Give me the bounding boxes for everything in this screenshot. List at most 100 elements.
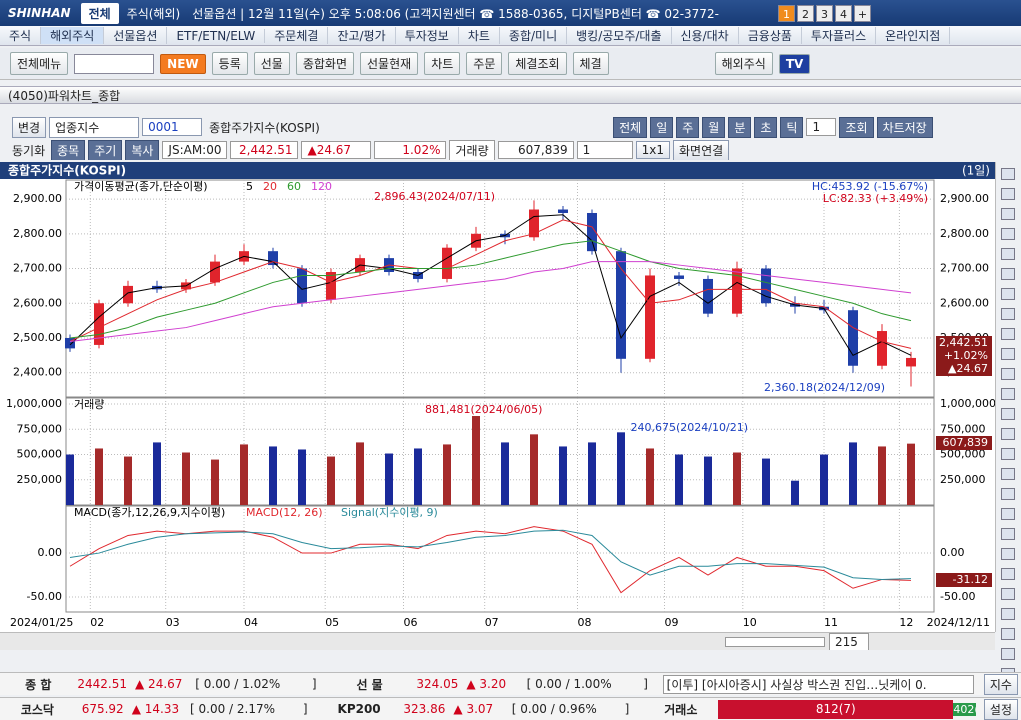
tool-icon[interactable] [1001,508,1015,520]
toolbar-button[interactable]: 차트 [424,52,461,75]
screen-button[interactable]: 1 [778,4,795,22]
tool-icon[interactable] [1001,468,1015,480]
toolbar-button[interactable]: NEW [160,53,206,74]
screen-button[interactable]: + [854,4,871,22]
tool-icon[interactable] [1001,648,1015,660]
tab[interactable]: 전체 [80,2,119,24]
menu-item[interactable]: 차트 [459,27,500,44]
layout-button[interactable]: 1x1 [635,141,670,159]
toolbar-button[interactable]: 선물 [253,52,290,75]
sync-button[interactable]: 복사 [125,140,160,160]
toolbar-button[interactable]: 선물현재 [360,52,419,75]
bar-count[interactable]: 215 [829,633,869,650]
toolbar-button[interactable]: 체결조회 [508,52,567,75]
period-button[interactable]: 초 [754,116,778,138]
tool-icon[interactable] [1001,448,1015,460]
volume-bar [211,459,219,505]
tool-icon[interactable] [1001,268,1015,280]
settings-button[interactable]: 설정 [983,698,1019,720]
news-ticker[interactable]: [이투] [아시아증시] 사실상 박스권 진입…닛케이 0. [662,674,974,694]
sync-button[interactable]: 주기 [88,140,123,160]
toolbar-button[interactable]: TV [778,53,811,74]
tool-icon[interactable] [1001,308,1015,320]
toolbar-button[interactable]: 종합화면 [295,52,355,75]
tool-icon[interactable] [1001,188,1015,200]
screen-button[interactable]: 4 [835,4,852,22]
sync-button[interactable]: 종목 [51,140,86,160]
annotation: 2,360.18(2024/12/09) [764,381,885,394]
volume-bar [385,453,393,505]
change-button[interactable]: 변경 [12,116,47,138]
query-button[interactable]: 조회 [839,116,874,138]
tool-icon[interactable] [1001,328,1015,340]
tool-icon[interactable] [1001,388,1015,400]
menu-item[interactable]: 투자정보 [396,27,459,44]
save-button[interactable]: 차트저장 [876,116,933,138]
tool-icon[interactable] [1001,248,1015,260]
menu-item[interactable]: 온라인지점 [876,27,951,44]
toolbar-button[interactable]: 등록 [211,52,248,75]
tool-icon[interactable] [1001,608,1015,620]
period-button[interactable]: 틱 [780,116,804,138]
menu-item[interactable]: 투자플러스 [802,27,877,44]
menu-item[interactable]: 금융상품 [739,27,802,44]
period-button[interactable]: 주 [676,116,700,138]
period-button[interactable]: 일 [650,116,674,138]
tool-icon[interactable] [1001,228,1015,240]
volume-bar [356,442,364,505]
count-select[interactable]: 1 [576,141,633,159]
index-button[interactable]: 지수 [983,673,1018,695]
menu-item[interactable]: 종합/미니 [500,27,568,44]
menu-item[interactable]: 주식 [0,27,42,44]
tool-icon[interactable] [1001,568,1015,580]
link-button[interactable]: 화면연결 [672,140,730,160]
legend-entry: 120 [311,180,332,193]
market-select[interactable]: 업종지수 [49,116,140,138]
tool-icon[interactable] [1001,588,1015,600]
toolbar-button[interactable]: 체결 [572,52,609,75]
tool-icon[interactable] [1001,628,1015,640]
toolbar-button[interactable]: 해외주식 [714,52,773,75]
menu-item[interactable]: ETF/ETN/ELW [167,28,266,43]
menu-item[interactable]: 선물옵션 [104,27,168,44]
tab[interactable]: 주식(해외) [126,6,181,21]
tool-icon[interactable] [1001,428,1015,440]
current-value: 2,442.51 [939,336,988,349]
tool-icon[interactable] [1001,208,1015,220]
tool-icon[interactable] [1001,548,1015,560]
y-tick-label: 2,700.00 [13,262,62,275]
tool-icon[interactable] [1001,528,1015,540]
toolbar-button[interactable]: 전체메뉴 [10,52,69,75]
period-button[interactable]: 분 [728,116,752,138]
period-button[interactable]: 전체 [613,116,648,138]
price-field: 2,442.51 [230,141,299,159]
menu-item[interactable]: 해외주식 [41,27,105,44]
count-input[interactable]: 1 [806,118,837,136]
tool-icon[interactable] [1001,168,1015,180]
tool-icon[interactable] [1001,288,1015,300]
candle-body [558,209,568,213]
y-tick-label: 1,000,000 [6,397,62,410]
y-tick-label: 2,800.00 [940,227,989,240]
menu-item[interactable]: 신용/대차 [672,27,739,44]
ticker-row: 종 합 2442.51 ▲ 24.67 [ 0.00 / 1.02% ] 선 물… [0,672,1021,695]
period-button[interactable]: 월 [702,116,726,138]
chart: 종합주가지수(KOSPI)(1일)2,400.002,400.002,500.0… [0,162,996,629]
decline-bar: 402(0 [953,702,976,716]
menu-item[interactable]: 뱅킹/공모주/대출 [567,27,672,44]
tool-icon[interactable] [1001,368,1015,380]
toolbar-button[interactable]: 주문 [466,52,503,75]
current-value: +1.02% [944,349,988,362]
tool-icon[interactable] [1001,488,1015,500]
tool-icon[interactable] [1001,348,1015,360]
menu-item[interactable]: 잔고/평가 [328,27,396,44]
screen-button[interactable]: 2 [797,4,814,22]
tool-icon[interactable] [1001,408,1015,420]
menu-search[interactable] [74,53,155,74]
code-input[interactable]: 0001 [142,118,203,136]
menu-item[interactable]: 주문체결 [265,27,329,44]
y-tick-label: 750,000 [17,422,63,435]
volume-label: 거래량 [449,140,495,160]
screen-button[interactable]: 3 [816,4,833,22]
